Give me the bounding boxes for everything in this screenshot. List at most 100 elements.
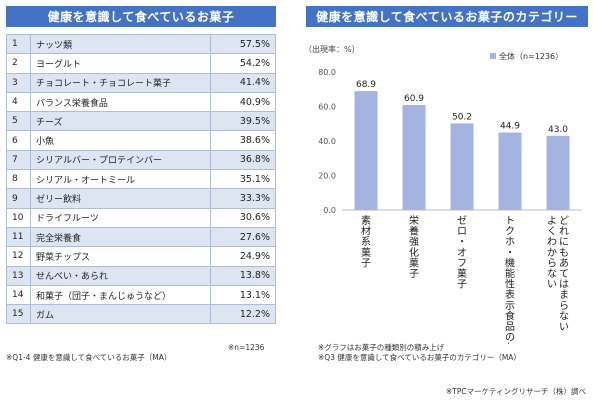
- rank-cell: 2: [6, 53, 31, 74]
- x-category-char: な: [547, 268, 557, 280]
- x-category-char: い: [547, 280, 557, 291]
- right-chart-note: ※グラフはお菓子の種類別の積み上げ: [318, 343, 445, 352]
- x-category-char: 菓: [361, 247, 371, 259]
- pct-cell: 36.8%: [210, 149, 276, 171]
- x-category-char: 菓: [409, 257, 419, 269]
- x-category-char: 品: [505, 321, 515, 333]
- item-cell: シリアル・オートミール: [30, 169, 211, 190]
- x-category-char: ・: [505, 248, 515, 259]
- x-category-char: 表: [505, 288, 515, 301]
- item-cell: せんべい・あられ: [30, 265, 211, 286]
- rank-cell: 12: [6, 246, 31, 267]
- x-category-char: 系: [361, 236, 371, 248]
- y-tick-label: 60.0: [318, 103, 336, 112]
- item-cell: チョコレート・チョコレート菓子: [30, 72, 211, 93]
- credit-note: ※TPCマーケティングリサーチ（株）調べ: [446, 387, 587, 396]
- x-category-char: 示: [505, 301, 515, 312]
- x-category-char: オ: [457, 247, 467, 259]
- rank-cell: 10: [6, 207, 31, 228]
- x-category-char: 菓: [457, 268, 467, 280]
- x-category-char: ロ: [457, 227, 467, 238]
- ranking-row: 13 せんべい・あられ 13.8%: [6, 265, 276, 286]
- rank-cell: 8: [6, 169, 31, 190]
- item-cell: ナッツ類: [30, 33, 211, 55]
- x-category-char: れ: [559, 226, 569, 238]
- y-tick-label: 40.0: [318, 137, 336, 146]
- item-cell: シリアルバー・プロテインバー: [30, 149, 211, 171]
- legend-swatch: [490, 53, 496, 59]
- rank-cell: 6: [6, 130, 31, 151]
- x-category-char: 子: [361, 257, 371, 269]
- pct-cell: 57.5%: [210, 33, 276, 55]
- x-category-char: フ: [457, 258, 467, 269]
- pct-cell: 24.9%: [210, 246, 276, 267]
- x-category-char: に: [559, 236, 569, 248]
- item-cell: 和菓子（団子・まんじゅうなど）: [30, 284, 211, 306]
- ranking-row: 10 ドライフルーツ 30.6%: [6, 207, 276, 228]
- category-bar-chart: （出現率：%） 0.0 20.0 40.0 60.0 80.0 全体（n=1236） 68.9…: [304, 44, 582, 344]
- item-cell: チーズ: [30, 111, 211, 132]
- item-cell: ガム: [30, 304, 211, 325]
- pct-cell: 39.5%: [210, 111, 276, 132]
- x-category-char: ら: [559, 300, 569, 312]
- item-cell: 完全栄養食: [30, 226, 211, 248]
- x-category-char: 強: [409, 235, 419, 248]
- rank-cell: 7: [6, 149, 31, 171]
- ranking-row: 2 ヨーグルト 54.2%: [6, 53, 276, 74]
- x-category-char: よ: [547, 215, 557, 227]
- x-category-char: 材: [361, 225, 371, 238]
- bar-value-label: 44.9: [500, 122, 520, 132]
- left-source-note: ※Q1-4 健康を意識して食べているお菓子（MA）: [6, 353, 172, 362]
- item-cell: ドライフルーツ: [30, 207, 211, 228]
- bar-value-label: 68.9: [356, 80, 376, 90]
- rank-cell: 1: [6, 33, 31, 55]
- x-category-char: 栄: [409, 215, 419, 227]
- right-panel-title: 健康を意識して食べているお菓子のカテゴリー: [306, 6, 588, 27]
- x-category-char: ・: [457, 237, 467, 248]
- bar: [546, 135, 570, 210]
- x-category-char: ク: [505, 226, 515, 238]
- item-cell: バランス栄養食品: [30, 91, 211, 113]
- item-cell: 小魚: [30, 130, 211, 151]
- item-cell: ゼリー飲料: [30, 188, 211, 209]
- x-category-char: 食: [505, 309, 515, 322]
- x-category-char: な: [559, 310, 569, 322]
- x-category-char: ト: [505, 216, 515, 227]
- pct-cell: 33.3%: [210, 188, 276, 209]
- x-category-char: も: [559, 247, 569, 259]
- pct-cell: 38.6%: [210, 130, 276, 151]
- pct-cell: 35.1%: [210, 169, 276, 190]
- bar-value-label: 43.0: [548, 125, 568, 135]
- x-category-char: く: [547, 227, 557, 238]
- pct-cell: 54.2%: [210, 53, 276, 74]
- pct-cell: 27.6%: [210, 226, 276, 248]
- x-category-char: わ: [547, 236, 557, 248]
- x-category-char: お: [505, 342, 515, 344]
- ranking-row: 15 ガム 12.2%: [6, 304, 276, 325]
- ranking-row: 1 ナッツ類 57.5%: [6, 33, 276, 55]
- bar: [402, 104, 426, 210]
- pct-cell: 13.1%: [210, 284, 276, 306]
- rank-cell: 3: [6, 72, 31, 93]
- bar: [450, 123, 474, 210]
- ranking-row: 5 チーズ 39.5%: [6, 111, 276, 132]
- pct-cell: 30.6%: [210, 207, 276, 228]
- bar-value-label: 50.2: [452, 112, 472, 122]
- x-category-char: ど: [559, 215, 569, 227]
- ranking-row: 7 シリアルバー・プロテインバー 36.8%: [6, 149, 276, 171]
- x-category-char: の: [505, 333, 515, 344]
- ranking-row: 4 バランス栄養食品 40.9%: [6, 91, 276, 113]
- ranking-row: 3 チョコレート・チョコレート菓子 41.4%: [6, 72, 276, 93]
- y-tick-label: 80.0: [318, 68, 336, 77]
- rank-cell: 4: [6, 91, 31, 113]
- pct-cell: 12.2%: [210, 304, 276, 325]
- x-category-char: ホ: [505, 236, 515, 248]
- rank-cell: 13: [6, 265, 31, 286]
- left-panel-title: 健康を意識して食べているお菓子: [6, 6, 276, 27]
- pct-cell: 41.4%: [210, 72, 276, 93]
- ranking-row: 6 小魚 38.6%: [6, 130, 276, 151]
- x-category-char: 養: [409, 225, 419, 238]
